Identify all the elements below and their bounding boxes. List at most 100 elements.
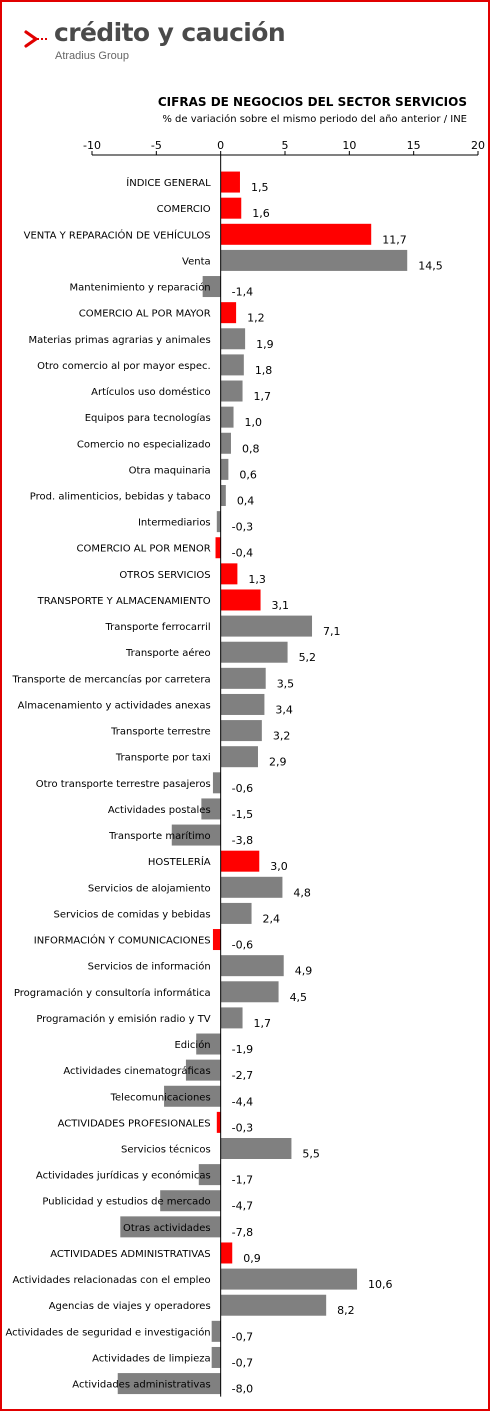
category-label: Transporte ferrocarril: [105, 622, 211, 633]
bar: [220, 197, 242, 219]
bar: [220, 1007, 243, 1029]
bar: [220, 902, 252, 924]
bar: [120, 1216, 221, 1238]
category-label: Publicidad y estudios de mercado: [42, 1197, 210, 1208]
bar: [220, 354, 244, 376]
value-label: -0,3: [232, 1121, 253, 1134]
brand-arrow-icon: [24, 30, 49, 48]
value-label: 2,4: [263, 912, 281, 925]
value-label: 1,8: [255, 364, 273, 377]
category-label: Telecomunicaciones: [110, 1092, 211, 1103]
bar: [198, 1164, 221, 1186]
value-label: 5,2: [299, 651, 317, 664]
category-label: Actividades postales: [108, 805, 211, 816]
brand-logo: crédito y caución Atradius Group: [22, 16, 286, 68]
bar: [220, 171, 240, 193]
category-label: Comercio no especializado: [77, 439, 211, 450]
bar: [220, 406, 234, 428]
category-label: Servicios de comidas y bebidas: [53, 909, 210, 920]
category-label: Prod. alimenticios, bebidas y tabaco: [30, 492, 211, 503]
bar: [211, 1320, 221, 1342]
value-label: 4,5: [290, 991, 308, 1004]
value-label: 10,6: [368, 1278, 393, 1291]
x-tick-label: -10: [83, 139, 101, 152]
value-label: -1,9: [232, 1043, 253, 1056]
bar: [220, 746, 258, 768]
x-tick-label: 5: [282, 139, 289, 152]
category-label: COMERCIO AL POR MENOR: [77, 544, 211, 555]
category-label: Otro transporte terrestre pasajeros: [36, 779, 211, 790]
bar: [212, 772, 221, 794]
value-label: -2,7: [232, 1069, 253, 1082]
bar: [220, 328, 246, 350]
category-label: Programación y emisión radio y TV: [36, 1013, 210, 1025]
bar: [220, 850, 260, 872]
bar: [220, 876, 283, 898]
category-label: Transporte por taxi: [115, 753, 211, 764]
category-label: TRANSPORTE Y ALMACENAMIENTO: [37, 596, 211, 607]
category-label: Servicios técnicos: [121, 1144, 211, 1156]
category-label: ACTIVIDADES PROFESIONALES: [58, 1118, 211, 1129]
value-label: -0,3: [232, 521, 253, 534]
value-label: 0,6: [239, 468, 256, 481]
x-tick-label: 15: [407, 139, 421, 152]
category-label: Actividades de seguridad e investigación: [5, 1326, 210, 1338]
category-label: Actividades relacionadas con el empleo: [13, 1275, 211, 1286]
bar: [164, 1085, 221, 1107]
category-label: COMERCIO AL POR MAYOR: [79, 309, 211, 320]
category-label: Actividades cinematográficas: [63, 1065, 210, 1077]
category-label: COMERCIO: [157, 204, 211, 215]
category-label: OTROS SERVICIOS: [119, 570, 210, 581]
value-label: 3,2: [273, 730, 291, 743]
value-label: 8,2: [337, 1304, 355, 1317]
category-label: Servicios de información: [88, 961, 211, 973]
category-label: Equipos para tecnologías: [85, 412, 211, 424]
chart-subtitle: % de variación sobre el mismo periodo de…: [162, 114, 467, 125]
category-label: Intermediarios: [138, 518, 211, 529]
value-label: 0,4: [237, 495, 255, 508]
value-label: -4,7: [232, 1200, 253, 1213]
category-label: Agencias de viajes y operadores: [49, 1301, 211, 1312]
category-label: Artículos uso doméstico: [91, 386, 211, 398]
bar: [201, 798, 221, 820]
value-label: -1,4: [232, 286, 253, 299]
category-label: Almacenamiento y actividades anexas: [18, 700, 211, 711]
bar: [220, 432, 231, 454]
value-label: 1,9: [256, 338, 274, 351]
bar: [211, 1346, 221, 1368]
bar: [220, 589, 261, 611]
value-label: 2,9: [269, 756, 287, 769]
x-tick-label: -5: [151, 139, 162, 152]
x-tick-label: 20: [471, 139, 485, 152]
value-label: 1,5: [251, 181, 269, 194]
bar: [220, 1242, 233, 1264]
category-label: Transporte terrestre: [110, 727, 210, 738]
bar: [220, 1268, 358, 1290]
value-label: 7,1: [323, 625, 341, 638]
bar: [220, 249, 408, 271]
category-label: Actividades administrativas: [72, 1380, 210, 1391]
category-label: Actividades de limpieza: [92, 1353, 211, 1364]
bar: [202, 276, 221, 298]
bar: [220, 981, 279, 1003]
bar: [215, 537, 221, 559]
value-label: 1,7: [254, 1017, 271, 1030]
value-label: 1,2: [247, 312, 265, 325]
value-label: 11,7: [382, 233, 407, 246]
brand-name: crédito y caución: [54, 18, 286, 47]
chart-title: CIFRAS DE NEGOCIOS DEL SECTOR SERVICIOS: [157, 95, 467, 109]
value-label: 4,8: [293, 886, 311, 899]
bar: [171, 824, 221, 846]
value-label: 3,0: [270, 860, 288, 873]
bar: [220, 458, 229, 480]
value-label: -0,7: [232, 1356, 253, 1369]
category-label: ACTIVIDADES ADMINISTRATIVAS: [50, 1249, 210, 1260]
value-label: 5,5: [302, 1148, 320, 1161]
value-label: -3,8: [232, 834, 253, 847]
category-label: ÍNDICE GENERAL: [126, 176, 211, 189]
value-label: 4,9: [295, 965, 313, 978]
category-label: Programación y consultoría informática: [14, 987, 211, 999]
value-label: -0,7: [232, 1330, 253, 1343]
